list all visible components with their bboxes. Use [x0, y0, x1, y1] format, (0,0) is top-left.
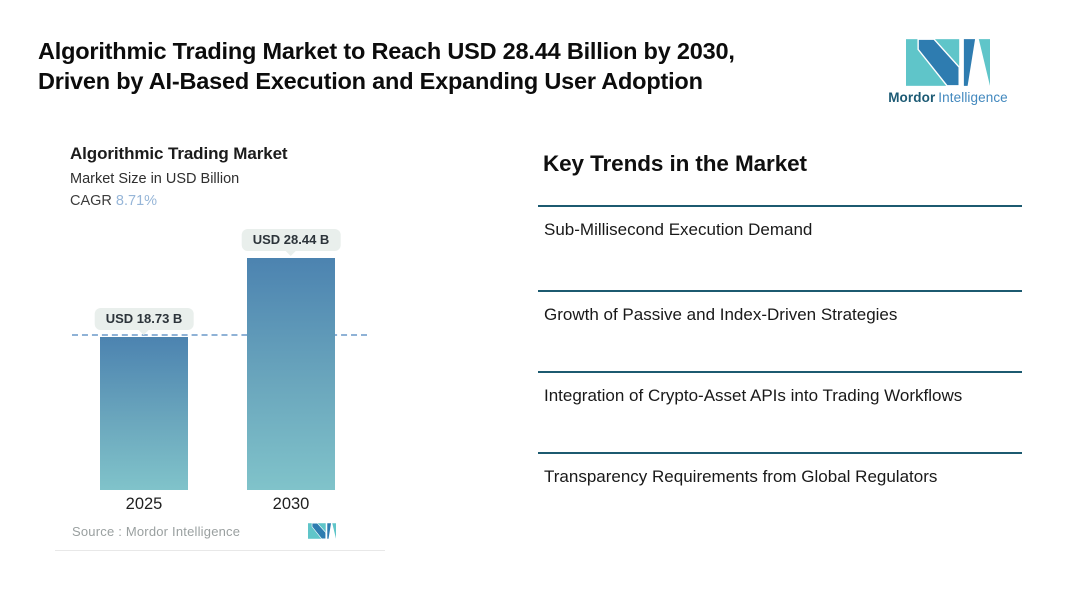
- trend-item-1: Sub-Millisecond Execution Demand: [538, 205, 1022, 241]
- bar-2030: [247, 258, 335, 490]
- trend-item-3: Integration of Crypto-Asset APIs into Tr…: [538, 371, 1022, 407]
- trend-item-label: Sub-Millisecond Execution Demand: [544, 220, 813, 239]
- brand-name-light: Intelligence: [938, 90, 1008, 105]
- chart-subtitle: Market Size in USD Billion: [70, 171, 240, 187]
- trend-item-label: Growth of Passive and Index-Driven Strat…: [544, 305, 898, 324]
- x-axis-label-2030: 2030: [272, 495, 310, 513]
- chart-cagr: CAGR 8.71%: [70, 193, 157, 209]
- chart-title: Algorithmic Trading Market: [70, 144, 288, 163]
- brand-logo-text: Mordor Intelligence: [888, 90, 1008, 105]
- page-title-line1: Algorithmic Trading Market to Reach USD …: [38, 38, 735, 64]
- footer-logo-icon: [308, 523, 336, 539]
- bar-chart-plot: USD 18.73 B USD 28.44 B 2025 2030: [55, 133, 385, 551]
- brand-logo: Mordor Intelligence: [888, 39, 1008, 105]
- trend-item-2: Growth of Passive and Index-Driven Strat…: [538, 290, 1022, 326]
- bar-2025: [100, 337, 188, 490]
- brand-name-bold: Mordor: [888, 90, 936, 105]
- market-size-chart-card: Algorithmic Trading Market Market Size i…: [55, 133, 385, 551]
- trend-item-4: Transparency Requirements from Global Re…: [538, 452, 1022, 488]
- cagr-label: CAGR: [70, 193, 112, 209]
- trend-item-label: Transparency Requirements from Global Re…: [544, 467, 938, 486]
- x-axis-label-2025: 2025: [125, 495, 163, 513]
- value-label-2025: USD 18.73 B: [94, 308, 194, 330]
- trend-item-label: Integration of Crypto-Asset APIs into Tr…: [544, 386, 963, 405]
- cagr-value: 8.71%: [115, 193, 158, 209]
- dashed-reference-line: [72, 334, 367, 336]
- chart-source: Source : Mordor Intelligence: [72, 524, 241, 539]
- page-title: Algorithmic Trading Market to Reach USD …: [38, 36, 868, 96]
- value-label-2030: USD 28.44 B: [241, 229, 341, 251]
- mordor-intelligence-logo-icon: [906, 39, 990, 86]
- trends-heading: Key Trends in the Market: [543, 151, 807, 176]
- page-title-line2: Driven by AI-Based Execution and Expandi…: [38, 68, 703, 94]
